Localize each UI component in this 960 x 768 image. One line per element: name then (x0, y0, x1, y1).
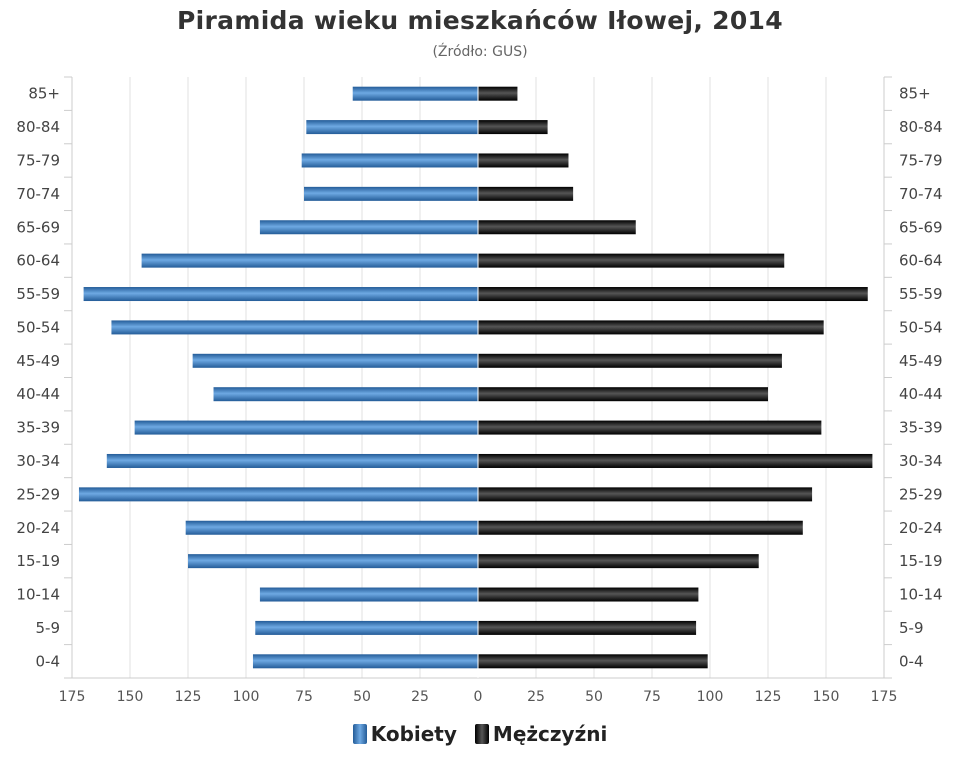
category-label-left: 20-24 (16, 519, 60, 537)
x-tick-label: 0 (474, 689, 483, 705)
bar-male[interactable] (478, 253, 785, 268)
legend-item-male[interactable]: Mężczyźni (474, 722, 608, 746)
x-tick-label: 150 (813, 689, 840, 705)
category-label-left: 80-84 (16, 118, 60, 136)
category-label-right: 70-74 (899, 185, 943, 203)
bar-male[interactable] (478, 420, 822, 435)
x-tick-label: 50 (353, 689, 371, 705)
x-tick-label: 25 (527, 689, 545, 705)
x-tick-label: 75 (295, 689, 313, 705)
category-label-left: 5-9 (36, 619, 61, 637)
bar-male[interactable] (478, 520, 803, 535)
category-label-right: 60-64 (899, 252, 943, 270)
category-label-left: 45-49 (16, 352, 60, 370)
category-label-right: 30-34 (899, 452, 943, 470)
bar-female[interactable] (259, 587, 478, 602)
x-tick-label: 175 (59, 689, 86, 705)
chart-subtitle: (Źródło: GUS) (432, 44, 528, 60)
category-label-right: 65-69 (899, 218, 943, 236)
category-label-right: 75-79 (899, 151, 943, 169)
bar-male[interactable] (478, 220, 636, 235)
legend-label-female: Kobiety (370, 722, 457, 746)
bar-male[interactable] (478, 320, 824, 335)
bar-female[interactable] (306, 120, 478, 135)
bar-male[interactable] (478, 387, 768, 402)
category-label-right: 55-59 (899, 285, 943, 303)
category-label-left: 0-4 (36, 652, 61, 670)
bar-female[interactable] (252, 654, 478, 669)
x-tick-label: 175 (871, 689, 898, 705)
legend-swatch-female (352, 724, 367, 744)
bar-male[interactable] (478, 620, 697, 635)
bar-female[interactable] (259, 220, 478, 235)
category-label-right: 50-54 (899, 318, 943, 336)
category-label-left: 50-54 (16, 318, 60, 336)
bar-male[interactable] (478, 153, 569, 168)
bar-female[interactable] (141, 253, 478, 268)
category-label-right: 40-44 (899, 385, 943, 403)
category-label-right: 35-39 (899, 419, 943, 437)
bar-male[interactable] (478, 353, 782, 368)
bar-male[interactable] (478, 120, 548, 135)
category-label-left: 25-29 (16, 485, 60, 503)
category-label-right: 5-9 (899, 619, 924, 637)
category-label-left: 40-44 (16, 385, 60, 403)
bar-male[interactable] (478, 487, 813, 502)
x-tick-label: 125 (755, 689, 782, 705)
category-label-left: 35-39 (16, 419, 60, 437)
category-label-left: 30-34 (16, 452, 60, 470)
category-label-left: 85+ (28, 85, 60, 103)
bar-male[interactable] (478, 287, 868, 302)
legend: Kobiety Mężczyźni (0, 722, 960, 746)
category-label-right: 85+ (899, 85, 931, 103)
x-tick-label: 75 (643, 689, 661, 705)
x-tick-label: 50 (585, 689, 603, 705)
category-label-left: 70-74 (16, 185, 60, 203)
bar-female[interactable] (106, 453, 479, 468)
x-tick-label: 25 (411, 689, 429, 705)
category-label-left: 10-14 (16, 586, 60, 604)
category-label-left: 65-69 (16, 218, 60, 236)
bar-female[interactable] (255, 620, 478, 635)
bar-female[interactable] (185, 520, 478, 535)
legend-label-male: Mężczyźni (492, 722, 608, 746)
category-label-left: 60-64 (16, 252, 60, 270)
category-label-right: 45-49 (899, 352, 943, 370)
category-label-right: 10-14 (899, 586, 943, 604)
bar-male[interactable] (478, 186, 574, 201)
category-label-right: 25-29 (899, 485, 943, 503)
bar-female[interactable] (192, 353, 478, 368)
category-label-left: 75-79 (16, 151, 60, 169)
category-label-right: 0-4 (899, 652, 924, 670)
bar-male[interactable] (478, 453, 873, 468)
bar-female[interactable] (304, 186, 478, 201)
legend-swatch-male (474, 724, 489, 744)
category-label-left: 55-59 (16, 285, 60, 303)
bar-female[interactable] (78, 487, 479, 502)
bar-female[interactable] (83, 287, 478, 302)
x-tick-label: 100 (233, 689, 260, 705)
bar-female[interactable] (301, 153, 478, 168)
bar-female[interactable] (352, 86, 478, 101)
category-label-right: 15-19 (899, 552, 943, 570)
bar-male[interactable] (478, 554, 759, 569)
bar-male[interactable] (478, 654, 708, 669)
category-label-right: 20-24 (899, 519, 943, 537)
bar-female[interactable] (188, 554, 478, 569)
bar-male[interactable] (478, 86, 518, 101)
bar-female[interactable] (134, 420, 478, 435)
x-tick-label: 100 (697, 689, 724, 705)
bar-female[interactable] (213, 387, 478, 402)
bar-female[interactable] (111, 320, 478, 335)
chart-title: Piramida wieku mieszkańców Iłowej, 2014 (177, 6, 783, 35)
legend-item-female[interactable]: Kobiety (352, 722, 457, 746)
bar-male[interactable] (478, 587, 699, 602)
x-tick-label: 125 (175, 689, 202, 705)
category-label-right: 80-84 (899, 118, 943, 136)
category-label-left: 15-19 (16, 552, 60, 570)
x-tick-label: 150 (117, 689, 144, 705)
